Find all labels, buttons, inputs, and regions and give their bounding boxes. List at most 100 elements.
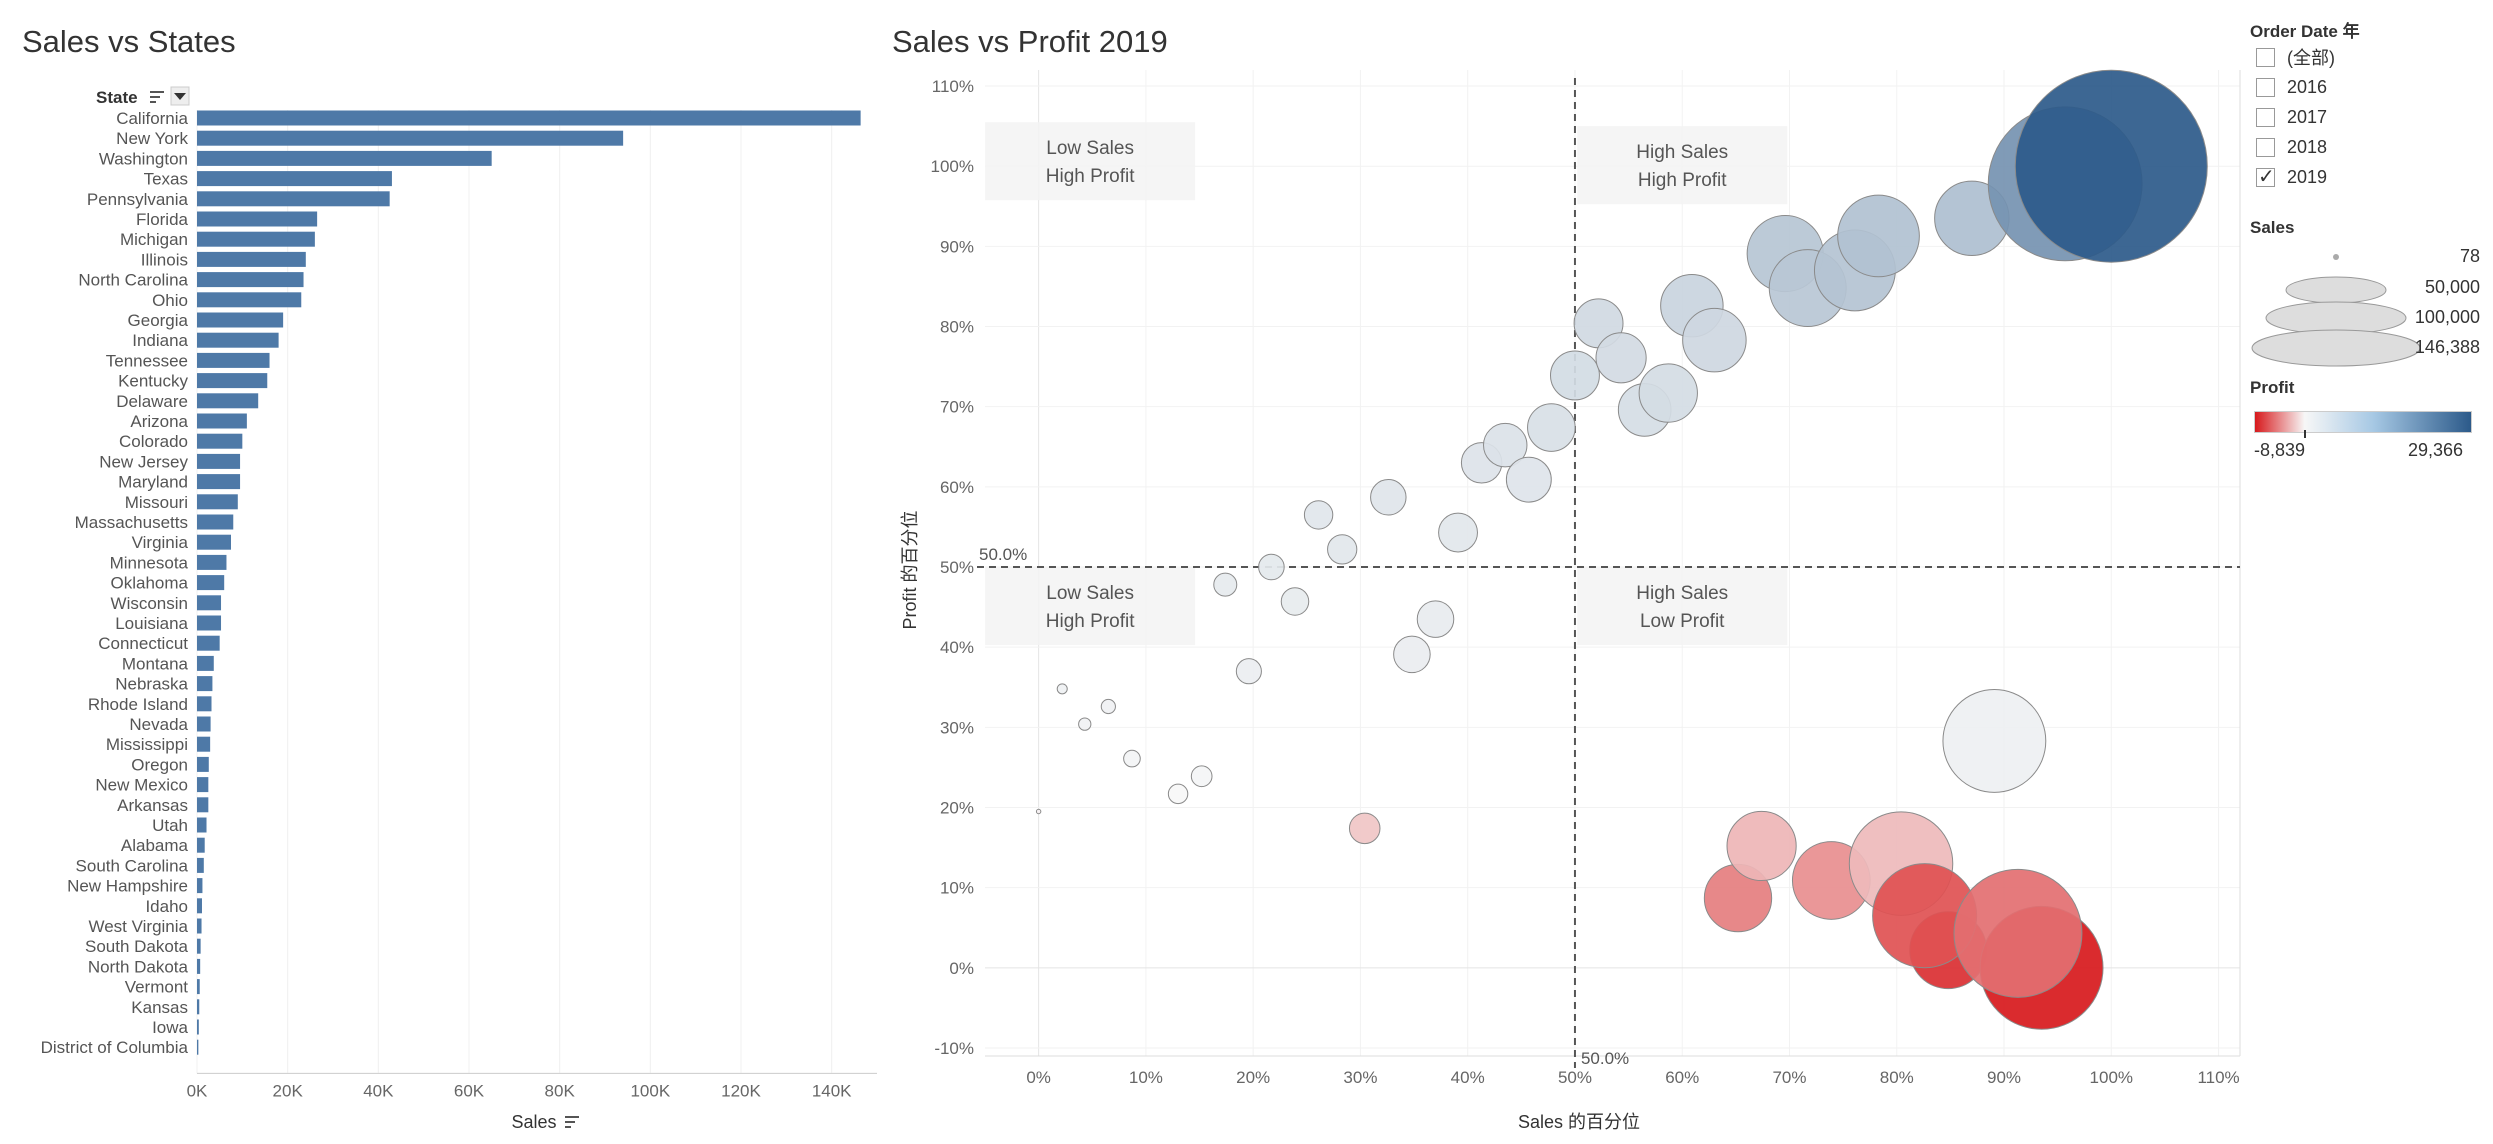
year-filter-option[interactable]: 2016 xyxy=(2256,74,2327,100)
state-bar[interactable] xyxy=(197,999,200,1015)
state-bubble[interactable] xyxy=(1393,635,1431,674)
state-bar[interactable] xyxy=(197,595,222,611)
checkbox[interactable] xyxy=(2256,164,2275,189)
state-bar[interactable] xyxy=(197,433,243,449)
state-bar[interactable] xyxy=(197,575,225,591)
year-filter-option[interactable]: 2018 xyxy=(2256,134,2327,160)
state-bar[interactable] xyxy=(197,312,284,328)
state-bar[interactable] xyxy=(197,857,204,873)
scatter-x-tick-label: 80% xyxy=(1880,1068,1914,1087)
state-bar[interactable] xyxy=(197,292,302,308)
state-bar[interactable] xyxy=(197,817,207,833)
state-bar[interactable] xyxy=(197,332,279,348)
state-label: Kansas xyxy=(131,998,188,1017)
state-bubble[interactable] xyxy=(1056,683,1068,695)
state-bubble[interactable] xyxy=(1035,808,1042,815)
state-bar[interactable] xyxy=(197,534,231,550)
state-bubble[interactable] xyxy=(1527,403,1576,452)
state-bar[interactable] xyxy=(197,393,259,409)
state-bubble[interactable] xyxy=(1505,456,1552,503)
checkbox[interactable] xyxy=(2256,137,2275,157)
state-bubble[interactable] xyxy=(1726,810,1797,882)
state-bubble[interactable] xyxy=(1327,534,1358,565)
checkbox[interactable] xyxy=(2256,107,2275,127)
state-bar[interactable] xyxy=(197,938,201,954)
state-bar[interactable] xyxy=(197,615,222,631)
state-bar[interactable] xyxy=(197,777,209,793)
state-bubble[interactable] xyxy=(1190,765,1213,788)
sort-icon[interactable] xyxy=(148,88,170,105)
state-bar[interactable] xyxy=(197,676,213,692)
state-bubble[interactable] xyxy=(1682,307,1747,373)
state-bar[interactable] xyxy=(197,474,241,490)
state-bar[interactable] xyxy=(197,494,238,510)
state-bar[interactable] xyxy=(197,413,247,429)
state-bar[interactable] xyxy=(197,251,306,267)
checkbox[interactable] xyxy=(2256,77,2275,97)
state-bar[interactable] xyxy=(197,958,201,974)
state-bubble[interactable] xyxy=(1638,363,1698,423)
state-bar[interactable] xyxy=(197,797,209,813)
state-bubble[interactable] xyxy=(1258,553,1285,581)
scatter-y-tick-label: 100% xyxy=(931,157,974,176)
state-bar[interactable] xyxy=(197,918,202,934)
state-bar[interactable] xyxy=(197,191,390,207)
state-bar[interactable] xyxy=(197,110,861,126)
state-bar[interactable] xyxy=(197,655,214,671)
state-bubble[interactable] xyxy=(1953,868,2083,998)
state-bar[interactable] xyxy=(197,898,202,914)
state-bubble[interactable] xyxy=(1550,350,1600,401)
year-filter-option[interactable]: 2017 xyxy=(2256,104,2327,130)
state-bar[interactable] xyxy=(197,514,234,530)
state-bar[interactable] xyxy=(197,1039,199,1055)
state-bar[interactable] xyxy=(197,352,270,368)
state-bar[interactable] xyxy=(197,554,227,570)
state-bar[interactable] xyxy=(197,231,315,247)
state-bar[interactable] xyxy=(197,272,304,288)
state-bubble[interactable] xyxy=(1303,500,1334,530)
state-bar[interactable] xyxy=(197,130,624,146)
state-label: Utah xyxy=(152,816,188,835)
state-bar[interactable] xyxy=(197,716,211,732)
state-bubble[interactable] xyxy=(1837,194,1920,278)
state-bar[interactable] xyxy=(197,756,209,772)
state-bar[interactable] xyxy=(197,635,220,651)
state-label: Mississippi xyxy=(106,735,188,754)
state-bubble[interactable] xyxy=(1078,717,1092,731)
checkbox[interactable] xyxy=(2256,47,2275,67)
dropdown-icon[interactable] xyxy=(170,86,190,106)
state-bar[interactable] xyxy=(197,696,212,712)
state-bubble[interactable] xyxy=(1595,332,1647,384)
state-bubble[interactable] xyxy=(1100,698,1116,715)
state-bubble[interactable] xyxy=(1942,689,2047,793)
state-bar[interactable] xyxy=(197,1019,199,1035)
state-bubble[interactable] xyxy=(1416,600,1455,638)
state-bar[interactable] xyxy=(197,211,318,227)
state-bar[interactable] xyxy=(197,373,268,389)
size-legend-label: 50,000 xyxy=(2424,277,2480,297)
state-label: Georgia xyxy=(128,311,189,330)
scatter-y-tick-label: 70% xyxy=(940,398,974,417)
state-bubble[interactable] xyxy=(1167,783,1189,805)
state-bar[interactable] xyxy=(197,171,392,187)
year-filter-option[interactable]: (全部) xyxy=(2256,44,2335,70)
state-bubble[interactable] xyxy=(1123,749,1141,768)
state-bubble[interactable] xyxy=(2014,69,2208,263)
state-bubble[interactable] xyxy=(1213,572,1238,597)
state-bar[interactable] xyxy=(197,878,203,894)
state-bubble[interactable] xyxy=(1483,422,1528,468)
state-bar[interactable] xyxy=(197,736,211,752)
state-bar[interactable] xyxy=(197,837,205,853)
state-bubble[interactable] xyxy=(1438,512,1478,553)
year-filter-option[interactable]: 2019 xyxy=(2256,164,2327,190)
state-bubble[interactable] xyxy=(1235,658,1262,685)
state-bar[interactable] xyxy=(197,150,492,166)
state-bubble[interactable] xyxy=(1370,479,1407,516)
sort-icon[interactable] xyxy=(565,1116,579,1128)
state-bar[interactable] xyxy=(197,979,200,995)
state-bubble[interactable] xyxy=(1280,587,1310,616)
scatter-x-tick-label: 60% xyxy=(1665,1068,1699,1087)
state-bar[interactable] xyxy=(197,453,241,469)
quadrant-label: High Sales Low Profit xyxy=(1577,567,1788,646)
state-bubble[interactable] xyxy=(1348,812,1381,845)
